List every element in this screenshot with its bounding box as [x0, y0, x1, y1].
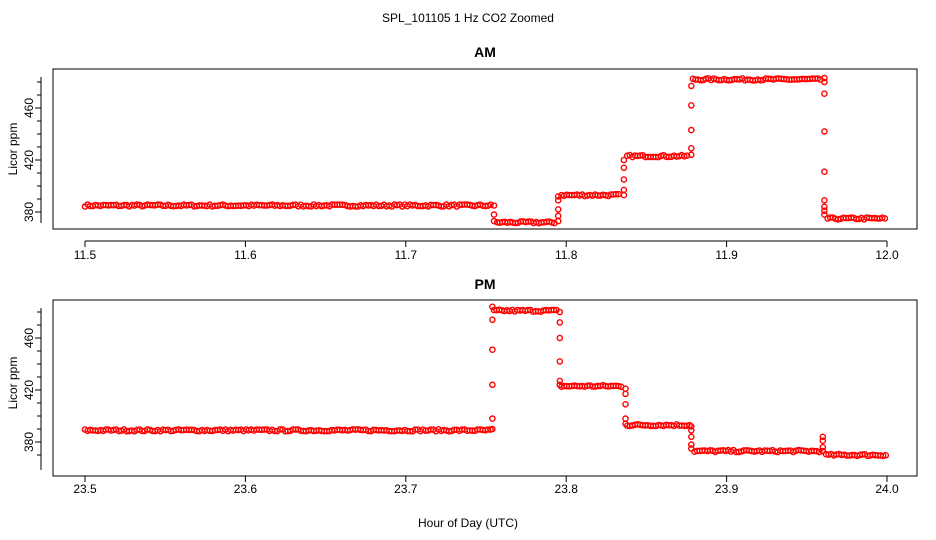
am-transition-point — [620, 186, 628, 194]
am-panel: AM 11.5 11.6 11.7 11.8 11.9 12.0 380 420 460 Li… — [6, 44, 918, 262]
pm-transition-point — [622, 400, 629, 408]
am-y-tick-label: 380 — [22, 202, 36, 222]
pm-transition-point — [556, 319, 564, 326]
figure-title: SPL_101105 1 Hz CO2 Zoomed — [382, 11, 554, 25]
pm-y-tick-label: 420 — [22, 380, 36, 400]
am-y-axis: 380 420 460 — [22, 77, 42, 223]
am-transition-point — [554, 193, 562, 200]
pm-transition-point — [556, 377, 564, 385]
pm-transition-point — [622, 420, 629, 428]
am-transition-point — [554, 212, 562, 220]
am-x-tick-label: 12.0 — [875, 248, 899, 262]
pm-data-point — [484, 426, 492, 433]
x-axis-label: Hour of Day (UTC) — [418, 516, 518, 530]
pm-transition-point — [688, 441, 695, 448]
am-y-axis-label: Licor ppm — [6, 123, 20, 176]
am-transition-point — [620, 191, 628, 199]
am-transition-point — [821, 90, 828, 97]
am-transition-point — [821, 168, 828, 175]
am-transition-point — [688, 151, 695, 159]
am-y-tick-label: 460 — [22, 98, 36, 118]
pm-panel: PM 23.5 23.6 23.7 23.8 23.9 24.0 380 420 460 Li… — [6, 276, 918, 496]
pm-transition-point — [556, 308, 564, 316]
pm-transition-point — [622, 415, 629, 422]
am-transition-point — [821, 196, 828, 204]
am-data-points — [81, 74, 889, 227]
pm-transition-point — [489, 346, 496, 354]
am-data-point — [881, 215, 889, 222]
am-y-tick-label: 420 — [22, 150, 36, 170]
am-transition-point — [620, 156, 628, 164]
am-data-point — [612, 190, 620, 198]
pm-transition-point — [819, 443, 827, 451]
am-x-tick-label: 11.8 — [555, 248, 578, 262]
am-x-tick-label: 11.7 — [395, 248, 418, 262]
am-x-tick-label: 11.5 — [74, 248, 97, 262]
pm-transition-point — [688, 426, 695, 434]
am-x-tick-label: 11.9 — [715, 248, 738, 262]
pm-y-axis: 380 420 460 — [22, 308, 42, 470]
am-x-axis: 11.5 11.6 11.7 11.8 11.9 12.0 — [74, 240, 899, 262]
pm-transition-point — [688, 423, 695, 430]
am-transition-point — [821, 203, 828, 211]
pm-transition-point — [489, 425, 496, 433]
am-transition-point — [620, 164, 628, 172]
pm-data-point — [683, 422, 691, 430]
am-transition-point — [821, 211, 828, 218]
pm-transition-point — [489, 415, 496, 422]
pm-x-tick-label: 23.7 — [394, 482, 418, 496]
am-transition-point — [620, 176, 628, 183]
pm-transition-point — [556, 334, 564, 342]
pm-y-tick-label: 380 — [22, 432, 36, 452]
am-transition-point — [821, 128, 828, 135]
am-transition-point — [688, 82, 695, 90]
am-transition-point — [821, 74, 828, 82]
pm-x-tick-label: 23.8 — [555, 482, 579, 496]
am-data-point — [683, 152, 691, 159]
am-transition-point — [821, 207, 828, 214]
pm-transition-point — [688, 445, 695, 452]
am-panel-title: AM — [474, 44, 496, 60]
pm-x-tick-label: 23.6 — [234, 482, 258, 496]
am-transition-point — [688, 102, 695, 109]
pm-x-tick-label: 23.9 — [715, 482, 739, 496]
pm-data-points — [81, 303, 890, 460]
pm-transition-point — [489, 303, 496, 311]
pm-x-axis: 23.5 23.6 23.7 23.8 23.9 24.0 — [73, 475, 899, 496]
pm-transition-point — [556, 358, 564, 365]
pm-transition-point — [819, 437, 827, 445]
am-transition-point — [554, 206, 562, 213]
pm-x-tick-label: 23.5 — [73, 482, 97, 496]
pm-transition-point — [489, 316, 496, 324]
pm-x-tick-label: 24.0 — [875, 482, 899, 496]
pm-y-tick-label: 460 — [22, 328, 36, 348]
am-x-tick-label: 11.6 — [234, 248, 257, 262]
am-data-point — [487, 201, 494, 208]
pm-data-point — [882, 451, 890, 459]
am-transition-point — [554, 196, 562, 204]
pm-panel-title: PM — [475, 276, 496, 292]
am-transition-point — [490, 217, 498, 225]
am-transition-point — [821, 78, 828, 86]
am-transition-point — [688, 144, 695, 152]
am-transition-point — [490, 211, 498, 218]
am-transition-point — [490, 202, 498, 209]
am-transition-point — [688, 126, 695, 134]
pm-transition-point — [622, 390, 629, 398]
pm-y-axis-label: Licor ppm — [6, 357, 20, 410]
pm-transition-point — [819, 433, 827, 441]
pm-data-point — [816, 448, 823, 456]
pm-transition-point — [489, 381, 496, 389]
pm-transition-point — [819, 447, 827, 455]
pm-transition-point — [556, 381, 564, 389]
pm-data-point — [550, 306, 558, 314]
am-plot-frame — [52, 68, 918, 230]
pm-transition-point — [688, 433, 695, 441]
